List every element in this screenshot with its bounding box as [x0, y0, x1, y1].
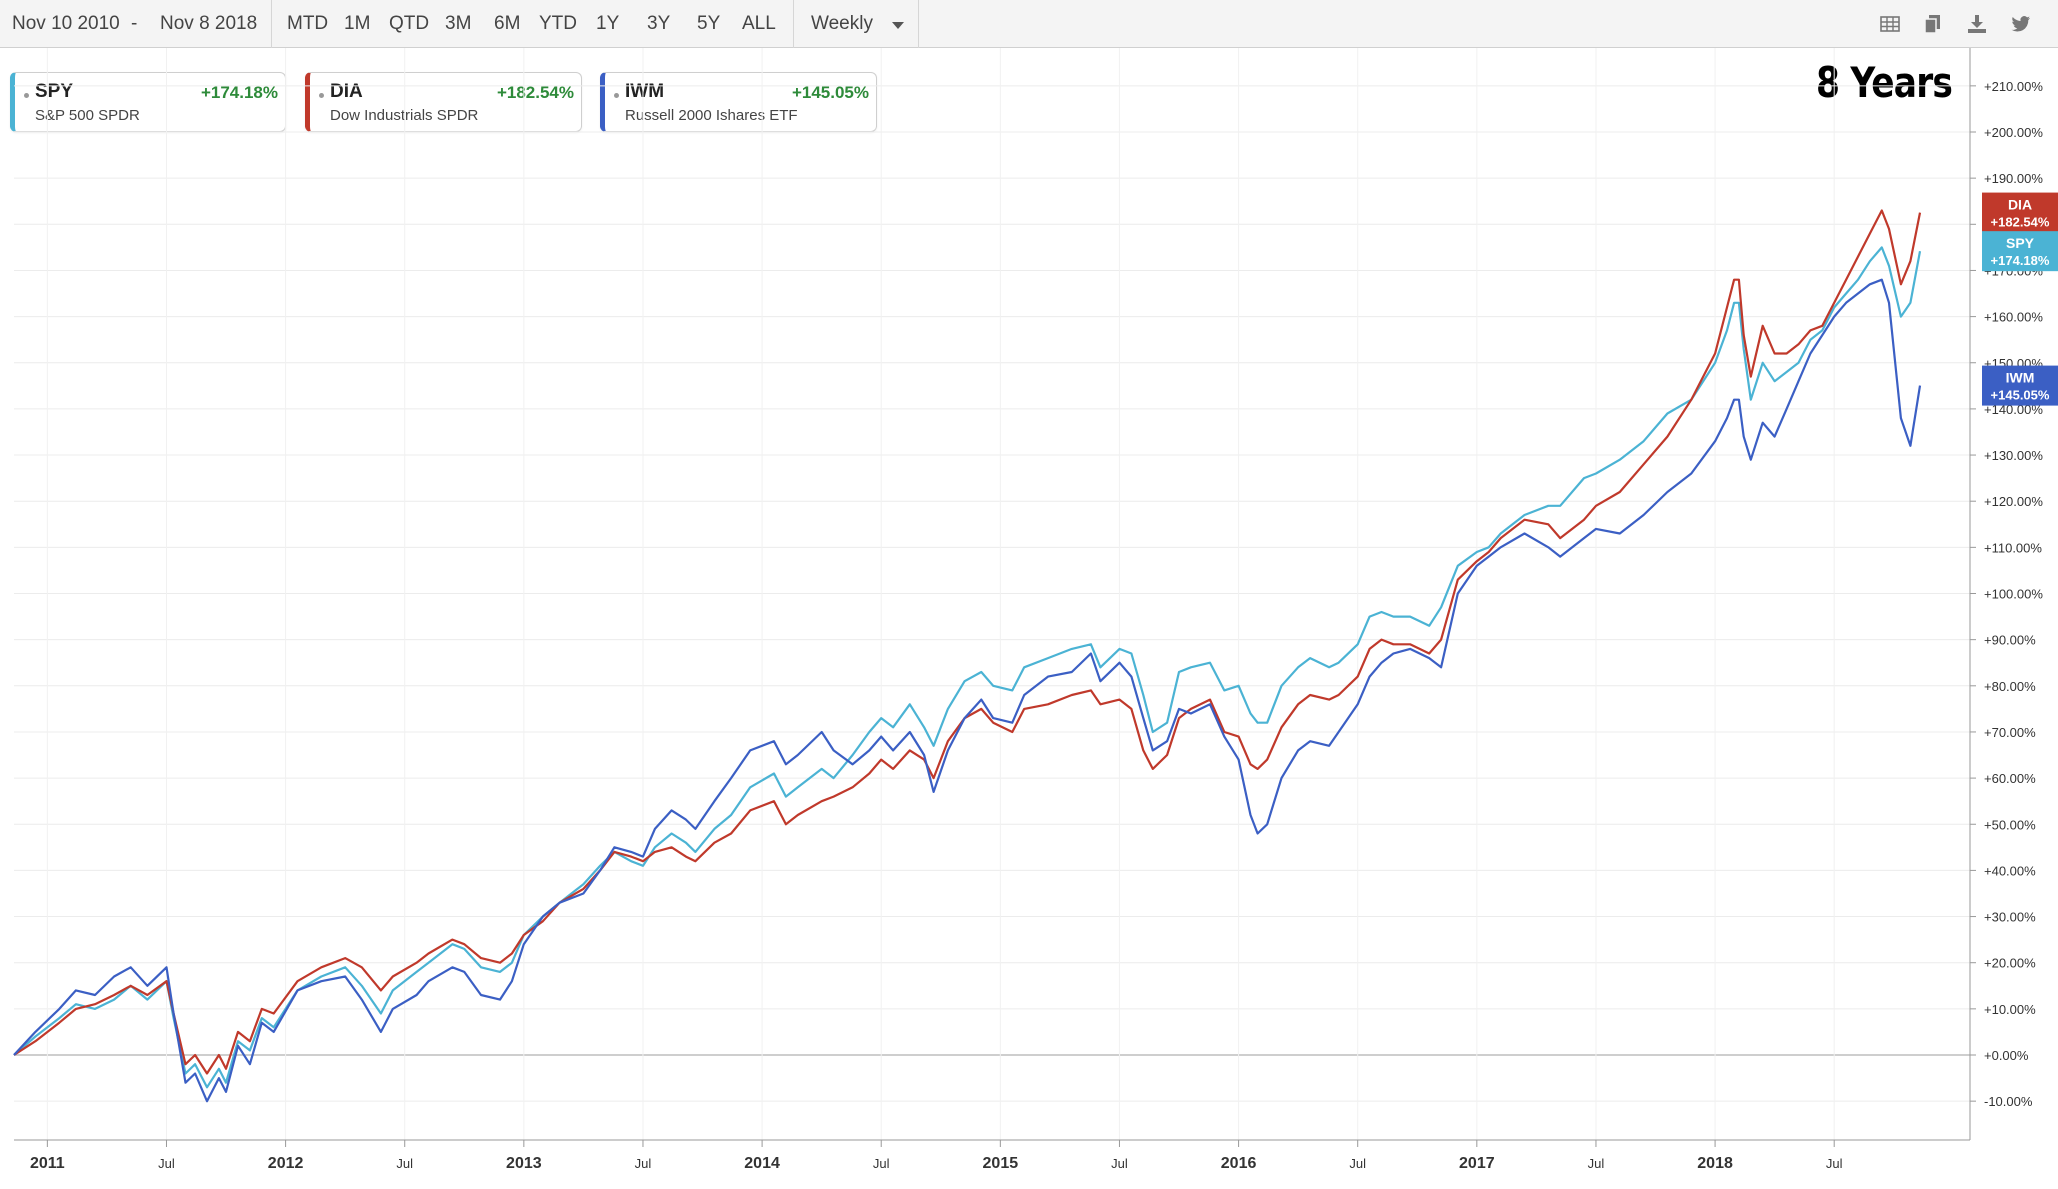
legend-change: +174.18%: [200, 83, 278, 102]
end-label-spy: SPY +174.18%: [1982, 231, 2058, 272]
legend-name: S&P 500 SPDR: [35, 107, 140, 124]
end-label-value: +174.18%: [1991, 253, 2050, 268]
y-tick-label: +90.00%: [1984, 633, 2036, 648]
y-tick-label: -10.00%: [1984, 1094, 2033, 1109]
y-tick-label: +70.00%: [1984, 725, 2036, 740]
x-tick-label: Jul: [158, 1156, 175, 1171]
x-tick-label: Jul: [1588, 1156, 1605, 1171]
x-tick-label: Jul: [1826, 1156, 1843, 1171]
legend-symbol: SPY: [35, 81, 74, 102]
range-6m-button[interactable]: 6M: [494, 13, 521, 34]
y-tick-label: +80.00%: [1984, 679, 2036, 694]
series-lines: [13, 209, 1922, 1103]
series-line-spy: [13, 246, 1922, 1089]
x-tick-label: Jul: [873, 1156, 890, 1171]
download-icon[interactable]: [1966, 14, 1988, 34]
y-tick-label: +100.00%: [1984, 587, 2043, 602]
x-tick-label: 2014: [744, 1155, 780, 1172]
range-1m-button[interactable]: 1M: [344, 13, 371, 34]
y-tick-label: +60.00%: [1984, 771, 2036, 786]
chevron-down-icon[interactable]: [892, 22, 904, 29]
legend-card-spy[interactable]: SPY S&P 500 SPDR +174.18%: [10, 72, 286, 132]
end-label-box: [1982, 192, 2058, 233]
y-tick-label: +20.00%: [1984, 956, 2036, 971]
end-label-iwm: IWM +145.05%: [1982, 365, 2058, 406]
date-to-input[interactable]: Nov 8 2018: [160, 13, 258, 34]
end-label-value: +145.05%: [1991, 388, 2050, 403]
y-tick-label: +180.00%: [1984, 217, 2043, 232]
end-label-symbol: DIA: [2008, 197, 2032, 213]
range-5y-button[interactable]: 5Y: [697, 13, 721, 34]
chart-title: 8 Years: [1816, 58, 1953, 107]
range-all-button[interactable]: ALL: [742, 13, 776, 34]
legend-name: Russell 2000 Ishares ETF: [625, 107, 798, 124]
end-label-dia: DIA +182.54%: [1982, 192, 2058, 233]
table-icon[interactable]: [1879, 14, 1901, 34]
date-from-input[interactable]: Nov 10 2010: [12, 13, 120, 34]
date-separator: -: [131, 13, 138, 34]
interval-select[interactable]: Weekly: [811, 13, 873, 34]
legend-dot: [319, 93, 324, 98]
axes: -10.00% +0.00% +10.00% +20.00% +30.00% +40.00…: [14, 48, 2043, 1172]
range-3m-button[interactable]: 3M: [445, 13, 472, 34]
legend-change: +182.54%: [496, 83, 574, 102]
legend-change: +145.05%: [791, 83, 869, 102]
copy-icon[interactable]: [1922, 14, 1944, 34]
y-tick-label: +110.00%: [1984, 540, 2042, 555]
y-tick-label: +170.00%: [1984, 263, 2043, 278]
legend-card-dia[interactable]: DIA Dow Industrials SPDR +182.54%: [305, 72, 582, 132]
x-tick-label: 2017: [1459, 1155, 1495, 1172]
x-tick-label: Jul: [635, 1156, 652, 1171]
twitter-icon[interactable]: [2010, 14, 2032, 34]
x-tick-label: 2013: [506, 1155, 542, 1172]
y-tick-label: +130.00%: [1984, 448, 2043, 463]
y-tick-label: +140.00%: [1984, 402, 2043, 417]
end-label-box: [1982, 231, 2058, 272]
legend-dot: [24, 93, 29, 98]
y-tick-label: +30.00%: [1984, 910, 2036, 925]
series-line-iwm: [13, 278, 1922, 1103]
range-ytd-button[interactable]: YTD: [539, 13, 577, 34]
y-tick-label: +0.00%: [1984, 1048, 2029, 1063]
y-tick-label: +190.00%: [1984, 171, 2043, 186]
end-label-symbol: IWM: [2006, 370, 2035, 386]
x-tick-label: Jul: [1349, 1156, 1366, 1171]
x-tick-label: 2012: [268, 1155, 304, 1172]
y-tick-label: +120.00%: [1984, 494, 2043, 509]
end-labels: DIA +182.54% SPY +174.18% IWM +145.05%: [1982, 192, 2058, 406]
x-tick-label: 2016: [1221, 1155, 1257, 1172]
toolbar-divider: [793, 0, 794, 48]
series-line-dia: [13, 209, 1922, 1075]
end-label-box: [1982, 365, 2058, 406]
y-tick-label: +210.00%: [1984, 79, 2043, 94]
toolbar-divider: [271, 0, 272, 48]
legend-dot: [614, 93, 619, 98]
toolbar: Nov 10 2010 - Nov 8 2018 MTD 1M QTD 3M 6…: [0, 0, 2058, 48]
end-label-value: +182.54%: [1991, 215, 2050, 230]
y-tick-label: +160.00%: [1984, 310, 2043, 325]
y-tick-label: +200.00%: [1984, 125, 2043, 140]
legend-name: Dow Industrials SPDR: [330, 107, 479, 124]
range-qtd-button[interactable]: QTD: [389, 13, 430, 34]
grid-lines: [14, 48, 1970, 1140]
y-tick-label: +50.00%: [1984, 817, 2036, 832]
legend-card-iwm[interactable]: IWM Russell 2000 Ishares ETF +145.05%: [600, 72, 877, 132]
toolbar-divider: [918, 0, 919, 48]
range-3y-button[interactable]: 3Y: [647, 13, 671, 34]
legend-symbol: DIA: [330, 81, 363, 102]
y-tick-label: +40.00%: [1984, 863, 2036, 878]
range-mtd-button[interactable]: MTD: [287, 13, 329, 34]
y-tick-label: +150.00%: [1984, 356, 2043, 371]
range-1y-button[interactable]: 1Y: [596, 13, 620, 34]
x-tick-label: 2018: [1697, 1155, 1733, 1172]
x-tick-label: 2015: [983, 1155, 1019, 1172]
y-tick-label: +10.00%: [1984, 1002, 2036, 1017]
legend-symbol: IWM: [625, 81, 665, 102]
x-tick-label: Jul: [1111, 1156, 1128, 1171]
x-tick-label: Jul: [396, 1156, 413, 1171]
x-tick-label: 2011: [30, 1155, 65, 1172]
end-label-symbol: SPY: [2006, 235, 2035, 251]
